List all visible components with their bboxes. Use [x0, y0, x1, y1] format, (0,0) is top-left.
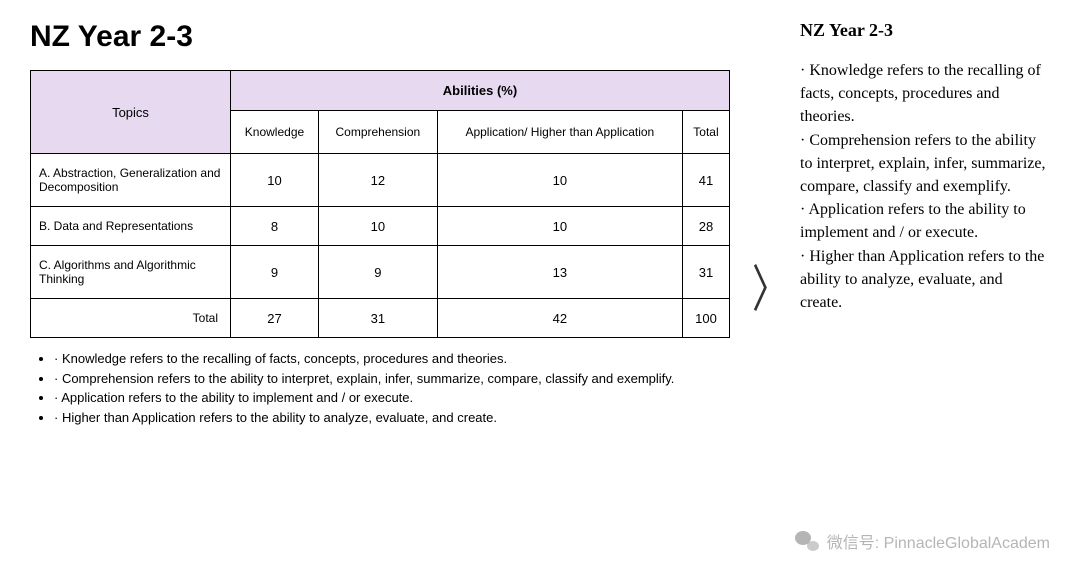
- total-cell: 31: [318, 299, 437, 338]
- total-label: Total: [31, 299, 231, 338]
- table-total-row: Total 27 31 42 100: [31, 299, 730, 338]
- col-comprehension: Comprehension: [318, 111, 437, 154]
- value-cell: 10: [318, 207, 437, 246]
- total-cell: 100: [682, 299, 729, 338]
- total-cell: 27: [231, 299, 319, 338]
- notes-list: · Knowledge refers to the recalling of f…: [30, 350, 730, 426]
- value-cell: 10: [437, 207, 682, 246]
- col-knowledge: Knowledge: [231, 111, 319, 154]
- table-row: C. Algorithms and Algorithmic Thinking 9…: [31, 246, 730, 299]
- right-text: · Knowledge refers to the recalling of f…: [800, 59, 1048, 314]
- topics-header: Topics: [31, 71, 231, 154]
- wechat-icon: [795, 531, 819, 551]
- value-cell: 12: [318, 154, 437, 207]
- value-cell: 28: [682, 207, 729, 246]
- watermark: 微信号: PinnacleGlobalAcadem: [795, 529, 1050, 553]
- table-row: B. Data and Representations 8 10 10 28: [31, 207, 730, 246]
- value-cell: 10: [231, 154, 319, 207]
- value-cell: 41: [682, 154, 729, 207]
- table-header-row-1: Topics Abilities (%): [31, 71, 730, 111]
- page-title: NZ Year 2-3: [30, 20, 730, 54]
- value-cell: 13: [437, 246, 682, 299]
- total-cell: 42: [437, 299, 682, 338]
- right-panel: NZ Year 2-3 · Knowledge refers to the re…: [800, 20, 1048, 314]
- col-total: Total: [682, 111, 729, 154]
- abilities-table: Topics Abilities (%) Knowledge Comprehen…: [30, 70, 730, 338]
- note-item: · Knowledge refers to the recalling of f…: [54, 350, 730, 368]
- table-row: A. Abstraction, Generalization and Decom…: [31, 154, 730, 207]
- value-cell: 9: [231, 246, 319, 299]
- note-item: · Comprehension refers to the ability to…: [54, 370, 730, 388]
- col-application: Application/ Higher than Application: [437, 111, 682, 154]
- value-cell: 8: [231, 207, 319, 246]
- note-item: · Higher than Application refers to the …: [54, 409, 730, 427]
- topic-cell: C. Algorithms and Algorithmic Thinking: [31, 246, 231, 299]
- watermark-label: 微信号: PinnacleGlobalAcadem: [827, 529, 1050, 553]
- note-item: · Application refers to the ability to i…: [54, 389, 730, 407]
- topic-cell: B. Data and Representations: [31, 207, 231, 246]
- value-cell: 10: [437, 154, 682, 207]
- chevron-right-icon[interactable]: 〉: [752, 250, 788, 323]
- value-cell: 9: [318, 246, 437, 299]
- abilities-header: Abilities (%): [231, 71, 730, 111]
- value-cell: 31: [682, 246, 729, 299]
- topic-cell: A. Abstraction, Generalization and Decom…: [31, 154, 231, 207]
- left-panel: NZ Year 2-3 Topics Abilities (%) Knowled…: [30, 20, 730, 428]
- right-title: NZ Year 2-3: [800, 20, 1048, 41]
